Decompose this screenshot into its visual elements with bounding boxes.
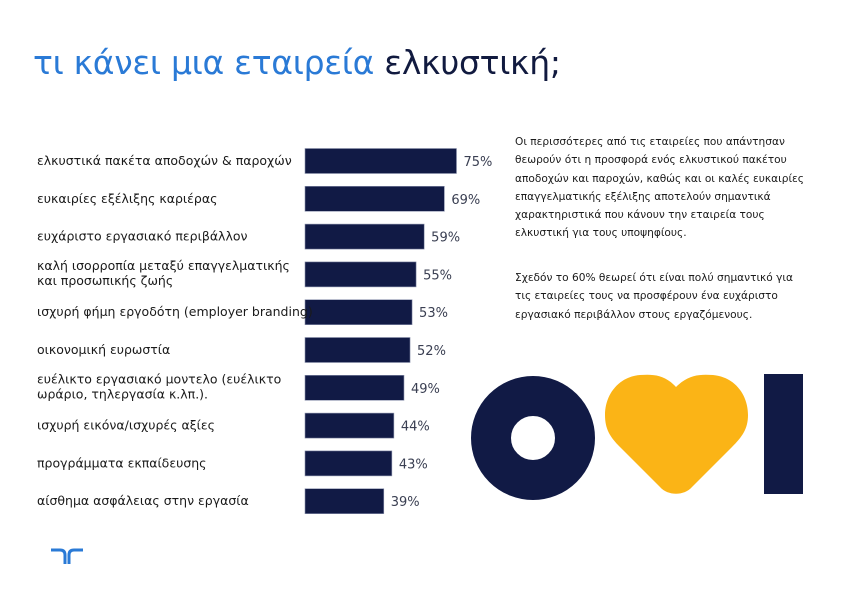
bar	[304, 299, 413, 326]
category-label: ευχάριστο εργασιακό περιβάλλον	[37, 229, 247, 244]
bar	[304, 412, 395, 439]
category-label-line: προγράμματα εκπαίδευσης	[37, 455, 207, 470]
value-label: 69%	[451, 193, 480, 208]
bar-shape	[764, 374, 803, 494]
category-label: ελκυστικά πακέτα αποδοχών & παροχών	[37, 153, 292, 168]
category-label: αίσθημα ασφάλειας στην εργασία	[37, 493, 249, 508]
category-label-line: ελκυστικά πακέτα αποδοχών & παροχών	[37, 153, 292, 168]
category-label: ευέλικτο εργασιακό μοντελο (ευέλικτο ωράρ…	[37, 371, 281, 401]
category-label: ισχυρή εικόνα/ισχυρές αξίες	[37, 418, 215, 433]
bar	[304, 148, 457, 174]
bar	[304, 186, 445, 212]
category-label-line: αίσθημα ασφάλειας στην εργασία	[37, 493, 249, 508]
value-label: 59%	[431, 231, 460, 246]
category-label-line: ευέλικτο εργασιακό μοντελο (ευέλικτο	[37, 371, 281, 386]
bar	[304, 337, 411, 363]
category-label-line: ισχυρή φήμη εργοδότη (employer branding)	[37, 304, 313, 319]
category-label: καλή ισορροπία μεταξύ επαγγελματικής και …	[37, 258, 290, 288]
page-title: τι κάνει μια εταιρεία ελκυστική;	[33, 43, 561, 83]
category-label: ισχυρή φήμη εργοδότη (employer branding)	[37, 304, 313, 319]
category-label-line: και προσωπικής ζωής	[37, 273, 173, 288]
value-label: 52%	[417, 344, 446, 359]
value-label: 44%	[401, 420, 430, 435]
bar	[304, 374, 405, 401]
randstad-logo-icon	[51, 548, 83, 564]
bar	[304, 223, 425, 250]
category-label-line: καλή ισορροπία μεταξύ επαγγελματικής	[37, 258, 290, 273]
category-label: προγράμματα εκπαίδευσης	[37, 455, 207, 470]
summary-paragraph-1: Οι περισσότερες από τις εταιρείες που απ…	[515, 136, 804, 240]
ring-shape	[471, 376, 595, 500]
category-label: ευκαιρίες εξέλιξης καριέρας	[37, 191, 217, 206]
value-label: 49%	[411, 382, 440, 397]
bar	[304, 261, 417, 288]
value-label: 55%	[423, 268, 452, 283]
summary-paragraph-2: Σχεδόν το 60% θεωρεί ότι είναι πολύ σημα…	[515, 272, 793, 321]
bar	[304, 488, 385, 515]
value-label: 43%	[399, 457, 428, 472]
decorative-graphic	[471, 374, 803, 500]
value-label: 75%	[464, 155, 493, 170]
category-label-line: ισχυρή εικόνα/ισχυρές αξίες	[37, 418, 215, 433]
category-label-line: ευχάριστο εργασιακό περιβάλλον	[37, 229, 247, 244]
bar	[304, 450, 393, 477]
category-label: οικονομική ευρωστία	[37, 342, 170, 357]
title-dark-part: ελκυστική;	[384, 43, 561, 82]
title-accent-part: τι κάνει μια εταιρεία	[33, 43, 375, 82]
value-label: 39%	[391, 495, 420, 510]
value-label: 53%	[419, 306, 448, 321]
category-label-line: οικονομική ευρωστία	[37, 342, 170, 357]
category-label-line: ευκαιρίες εξέλιξης καριέρας	[37, 191, 217, 206]
heart-shape	[605, 374, 748, 494]
category-label-line: ωράριο, τηλεργασία κ.λπ.).	[37, 386, 208, 401]
